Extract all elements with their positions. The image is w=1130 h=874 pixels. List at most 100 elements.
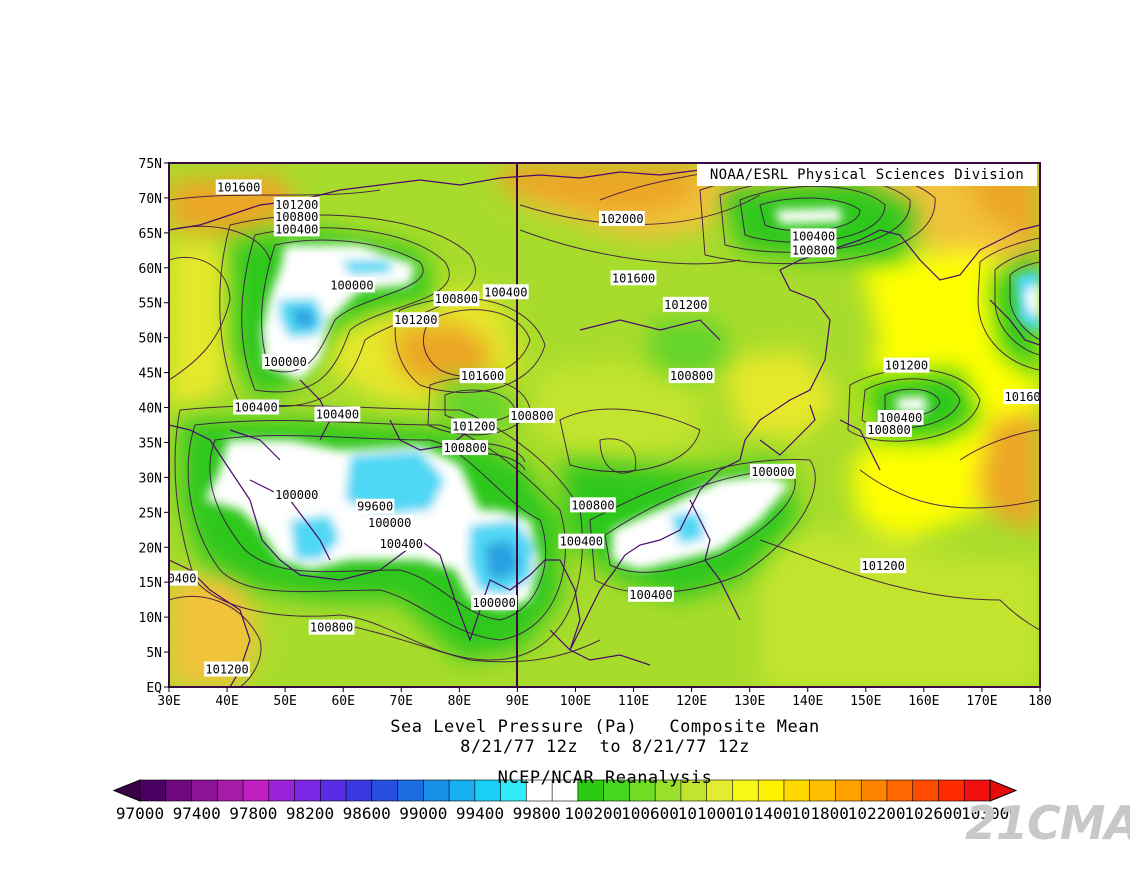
y-tick-label: 25N: [139, 506, 162, 521]
isobar: [859, 469, 1040, 509]
contour-label-text: 100800: [867, 423, 910, 437]
contour-label-bg: [273, 196, 320, 212]
y-tick-label: 45N: [139, 367, 162, 382]
ural-core-3: [292, 308, 315, 328]
pacific-south: [760, 520, 1040, 687]
contour-label-bg: [569, 497, 616, 513]
y-tick-label: 20N: [139, 541, 162, 556]
contour-label-text: 101200: [885, 359, 928, 373]
ural-core-1: [342, 260, 392, 275]
contour-label-bg: [355, 498, 395, 514]
contour-label-text: 101200: [862, 559, 905, 573]
contour-label-bg: [790, 242, 837, 258]
contour-label-bg: [610, 270, 657, 286]
y-tick-label: 55N: [139, 297, 162, 312]
contour-label: 100800: [308, 619, 355, 635]
y-tick-label: 35N: [139, 436, 162, 451]
x-tick-label: 40E: [215, 694, 238, 709]
contour-label-bg: [204, 661, 250, 677]
contour-label-bg: [790, 228, 837, 244]
china-yellow: [530, 360, 700, 460]
coastline: [579, 319, 721, 341]
contour-label-bg: [668, 368, 715, 384]
x-tick-label: 110E: [618, 694, 649, 709]
contour-label: 100400: [482, 284, 529, 300]
colorbar-label: 101000: [678, 804, 736, 823]
contour-label-bg: [628, 586, 674, 602]
contour-label: 100800: [273, 208, 320, 224]
colorbar-max-arrow: [989, 779, 1018, 802]
isobar: [422, 309, 531, 378]
contour-label: 100400: [877, 410, 924, 426]
contour-label-text: 100400: [380, 537, 423, 551]
contour-label: 101200: [273, 196, 320, 212]
contour-label: 100000: [471, 595, 518, 611]
contour-label: 100400: [233, 399, 279, 415]
contour-label-text: 100000: [263, 355, 306, 369]
x-tick-label: 70E: [390, 694, 413, 709]
x-tick-label: 170E: [966, 694, 997, 709]
contour-label-bg: [866, 421, 912, 437]
isobar: [759, 539, 1040, 631]
y-tick-label: 5N: [146, 646, 162, 661]
kuril-low: [895, 396, 928, 412]
contour-label-text: 100000: [751, 465, 794, 479]
contour-label: 101200: [204, 661, 250, 677]
contour-label-bg: [883, 357, 930, 373]
contour-label-text: 100400: [560, 535, 603, 549]
contour-label-text: 100400: [316, 408, 359, 422]
colorbar-label: 98600: [343, 804, 391, 823]
contour-label-text: 100800: [571, 498, 614, 512]
x-tick-label: 140E: [792, 694, 823, 709]
title-line-1: Sea Level Pressure (Pa) Composite Mean: [390, 717, 820, 737]
east-china-green: [650, 320, 730, 380]
x-tick-label: 160E: [908, 694, 939, 709]
contour-label: 100400: [314, 406, 361, 422]
isobar: [219, 214, 477, 408]
contour-label: 100400: [790, 228, 837, 244]
x-tick-label: 30E: [157, 694, 180, 709]
x-tick-label: 180: [1028, 694, 1051, 709]
contour-label: 100000: [262, 354, 309, 370]
contour-label-text: 101600: [217, 180, 260, 194]
contour-label-text: 100800: [275, 210, 318, 224]
contour-label-bg: [509, 407, 555, 423]
contour-label-bg: [599, 210, 645, 226]
y-tick-label: 40N: [139, 402, 162, 417]
isobar: [519, 229, 741, 265]
contour-label-text: 100800: [435, 292, 478, 306]
x-tick-label: 80E: [448, 694, 471, 709]
contour-label-bg: [215, 179, 262, 195]
contour-label-text: 101600: [461, 369, 504, 383]
credit-box: NOAA/ESRL Physical Sciences Division: [697, 164, 1037, 186]
contour-label-text: 100400: [153, 572, 196, 586]
colorbar-label: 101400: [734, 804, 792, 823]
contour-label: 10160: [1003, 389, 1040, 405]
contour-label-text: 100400: [484, 285, 527, 299]
contour-label: 101200: [883, 357, 930, 373]
contour-label: 100800: [433, 291, 480, 307]
colorbar-labels: 97000 97400 97800 98200 98600 99000 99400 99800…: [116, 804, 1019, 823]
contour-label-bg: [273, 486, 320, 502]
coastline: [169, 424, 746, 651]
isobar: [759, 197, 861, 232]
contour-label: 101200: [392, 312, 439, 328]
coastline: [839, 419, 881, 471]
contour-label-text: 100000: [330, 278, 373, 292]
contour-label-bg: [378, 535, 425, 551]
coastline: [389, 419, 471, 451]
contour-label-bg: [877, 410, 924, 426]
isobar: [169, 189, 381, 201]
colorbar-label: 101800: [791, 804, 849, 823]
coastline: [549, 629, 651, 666]
contour-label-text: 101600: [612, 271, 655, 285]
contour-label-text: 100800: [510, 409, 553, 423]
contour-label: 100000: [273, 486, 320, 502]
contour-label: 100400: [153, 570, 198, 586]
isobar: [394, 297, 546, 393]
isobar: [209, 435, 547, 621]
contour-label: 100000: [366, 514, 413, 530]
contour-label-bg: [471, 595, 518, 611]
colorbar-label: 102600: [904, 804, 962, 823]
